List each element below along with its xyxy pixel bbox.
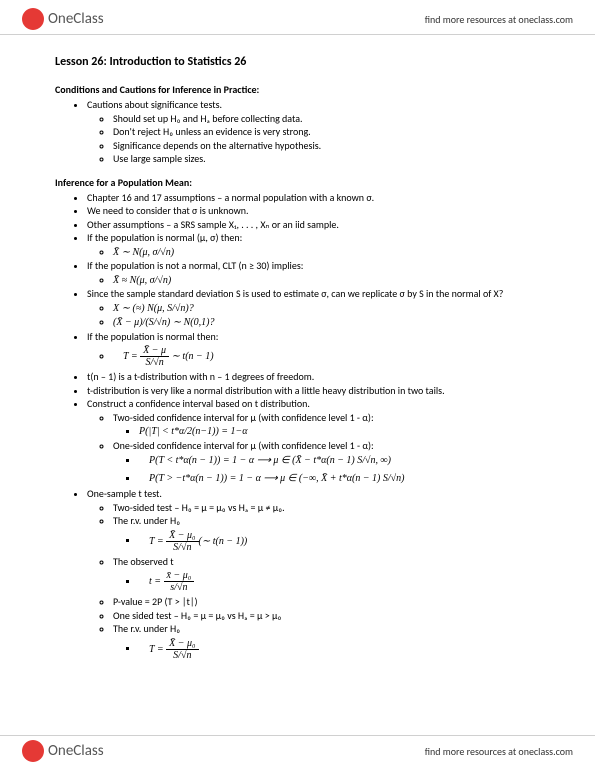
text: One-sided confidence interval for μ (wit… (113, 439, 374, 452)
formula: T = X̄ − μ₀S/√n(∼ t(n − 1)) (139, 528, 540, 555)
document-content: Lesson 26: Introduction to Statistics 26… (0, 35, 595, 677)
list-item: P-value = 2P (T > |t|) (113, 595, 540, 609)
text: (X̄ − μ)/(S/√n) ∼ N(0,1)? (113, 317, 214, 328)
formula: (X̄ − μ)/(S/√n) ∼ N(0,1)? (113, 315, 540, 330)
text: The r.v. under H₀ (113, 622, 180, 635)
section2-heading: Inference for a Population Mean: (55, 176, 540, 189)
list-item: Don't reject H₀ unless an evidence is ve… (113, 125, 540, 139)
resources-link[interactable]: find more resources at oneclass.com (425, 13, 573, 26)
numerator: X̄ − μ₀ (166, 638, 198, 650)
denominator: S/√n (166, 650, 198, 661)
list-item: t(n – 1) is a t-distribution with n – 1 … (87, 370, 540, 384)
list-item: The observed t t = x̄ − μ₀s/√n (113, 555, 540, 596)
text: ∼ t(n − 1) (169, 351, 214, 362)
logo: OneClass (22, 740, 104, 762)
denominator: s/√n (164, 582, 195, 593)
list-item: Should set up H₀ and Hₐ before collectin… (113, 112, 540, 126)
logo-text: OneClass (48, 10, 104, 28)
formula: t = x̄ − μ₀s/√n (139, 568, 540, 595)
logo-text: OneClass (48, 742, 104, 760)
list-item: Cautions about significance tests. Shoul… (87, 98, 540, 166)
text: Since the sample standard deviation S is… (87, 287, 503, 300)
text: (∼ t(n − 1)) (199, 535, 248, 546)
formula: X ∼ (≈) N(μ, S/√n)? (113, 301, 540, 316)
text: X̄ ≈ N(μ, σ/√n) (113, 275, 171, 286)
list-item: Significance depends on the alternative … (113, 139, 540, 153)
list-item: If the population is normal then: T = X̄… (87, 330, 540, 371)
formula: X̄ ≈ N(μ, σ/√n) (113, 273, 540, 288)
text: If the population is not a normal, CLT (… (87, 259, 303, 272)
text: P(T < t*α(n − 1)) = 1 − α ⟶ μ ∈ (X̄ − t*… (139, 452, 540, 470)
text: If the population is normal then: (87, 330, 218, 343)
list-item: The r.v. under H₀ T = X̄ − μ₀S/√n (113, 622, 540, 663)
text: X ∼ (≈) N(μ, S/√n)? (113, 303, 194, 314)
list-item: One sided test – H₀ = μ = μ₀ vs Hₐ = μ >… (113, 609, 540, 623)
list-item: Other assumptions – a SRS sample X₁, . .… (87, 218, 540, 232)
list-item: Two-sided confidence interval for μ (wit… (113, 411, 540, 439)
section1-list: Cautions about significance tests. Shoul… (55, 98, 540, 166)
logo-icon (22, 8, 44, 30)
formula: P(T > −t*α(n − 1)) = 1 − α ⟶ μ ∈ (−∞, X̄… (139, 470, 540, 488)
text: Two-sided confidence interval for μ (wit… (113, 411, 374, 424)
formula: P(T < t*α(n − 1)) = 1 − α ⟶ μ ∈ (X̄ − t*… (139, 452, 540, 470)
page-title: Lesson 26: Introduction to Statistics 26 (55, 55, 540, 69)
text: If the population is normal (μ, σ) then: (87, 231, 242, 244)
formula: T = X̄ − μ₀S/√n (139, 636, 540, 663)
page-footer: OneClass find more resources at oneclass… (0, 735, 595, 770)
formula: X̄ ∼ N(μ, σ/√n) (113, 245, 540, 260)
denominator: S/√n (166, 542, 198, 553)
logo-icon (22, 740, 44, 762)
text: One-sample t test. (87, 487, 162, 500)
list-item: Chapter 16 and 17 assumptions – a normal… (87, 191, 540, 205)
list-item: If the population is not a normal, CLT (… (87, 259, 540, 287)
numerator: x̄ − μ₀ (164, 570, 195, 582)
section2-list: Chapter 16 and 17 assumptions – a normal… (55, 191, 540, 663)
formula: T = X̄ − μS/√n ∼ t(n − 1) (113, 343, 540, 370)
list-item: We need to consider that σ is unknown. (87, 204, 540, 218)
text: The observed t (113, 555, 174, 568)
text: X̄ ∼ N(μ, σ/√n) (113, 247, 174, 258)
text: P(T > −t*α(n − 1)) = 1 − α ⟶ μ ∈ (−∞, X̄… (139, 470, 540, 488)
text: Cautions about significance tests. (87, 98, 222, 111)
formula: P(|T| < t*α/2(n−1)) = 1−α (139, 424, 540, 439)
list-item: One-sided confidence interval for μ (wit… (113, 439, 540, 488)
section1-heading: Conditions and Cautions for Inference in… (55, 83, 540, 96)
text: Construct a confidence interval based on… (87, 397, 310, 410)
numerator: X̄ − μ₀ (166, 530, 198, 542)
logo: OneClass (22, 8, 104, 30)
list-item: One-sample t test. Two-sided test – H₀ =… (87, 487, 540, 663)
text: The r.v. under H₀ (113, 514, 180, 527)
list-item: If the population is normal (μ, σ) then:… (87, 231, 540, 259)
page-header: OneClass find more resources at oneclass… (0, 0, 595, 35)
numerator: X̄ − μ (140, 345, 169, 357)
list-item: Two-sided test – H₀ = μ = μ₀ vs Hₐ = μ ≠… (113, 501, 540, 515)
list-item: The r.v. under H₀ T = X̄ − μ₀S/√n(∼ t(n … (113, 514, 540, 555)
list-item: t-distribution is very like a normal dis… (87, 384, 540, 398)
text: P(|T| < t*α/2(n−1)) = 1−α (139, 426, 248, 437)
list-item: Since the sample standard deviation S is… (87, 287, 540, 330)
list-item: Construct a confidence interval based on… (87, 397, 540, 487)
denominator: S/√n (140, 357, 169, 368)
resources-link[interactable]: find more resources at oneclass.com (425, 745, 573, 758)
list-item: Use large sample sizes. (113, 152, 540, 166)
